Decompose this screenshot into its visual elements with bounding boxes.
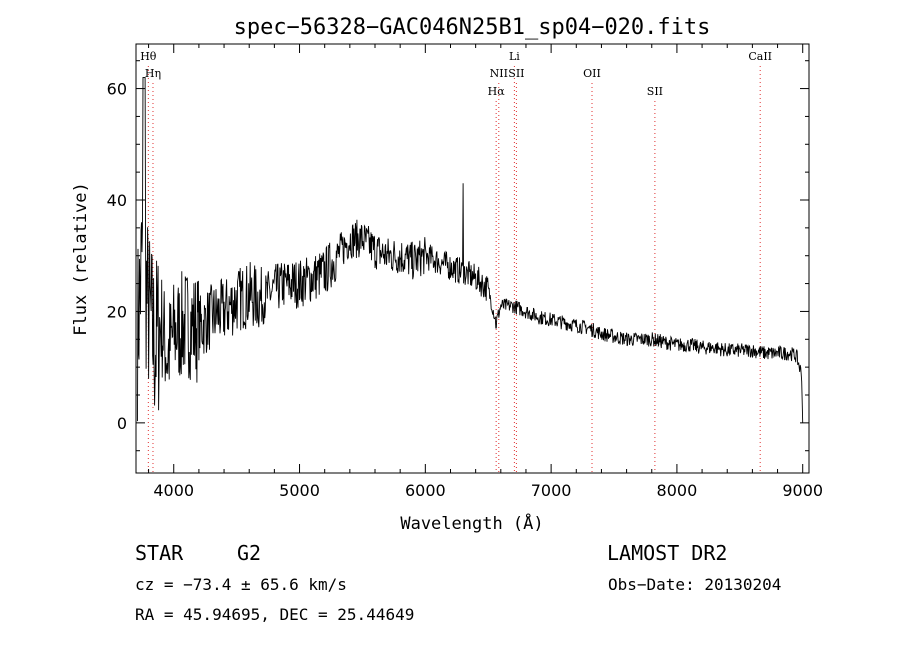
spectral-line-label: SII <box>647 85 663 98</box>
x-tick-label: 4000 <box>153 481 194 500</box>
x-tick-label: 8000 <box>657 481 698 500</box>
x-tick-label: 9000 <box>782 481 823 500</box>
redshift-cz: cz = −73.4 ± 65.6 km/s <box>135 575 347 594</box>
x-axis: 4000 5000 6000 7000 8000 9000 <box>148 44 823 500</box>
y-tick-label: 40 <box>107 191 127 210</box>
y-tick-label: 20 <box>107 302 127 321</box>
object-class: STAR <box>135 541 184 565</box>
x-axis-label: Wavelength (Å) <box>400 512 543 534</box>
spectrum-series <box>137 76 804 423</box>
y-tick-label: 0 <box>117 414 127 433</box>
x-tick-label: 6000 <box>405 481 446 500</box>
plot-frame <box>135 43 810 474</box>
y-tick-label: 60 <box>107 80 127 99</box>
observation-date: Obs−Date: 20130204 <box>608 575 781 594</box>
object-subclass: G2 <box>237 541 261 565</box>
y-axis-label: Flux (relative) <box>71 182 91 336</box>
spectral-line-label: Li <box>509 50 520 63</box>
spectral-line-label: Hη <box>145 67 161 80</box>
spectrum-line <box>137 76 804 423</box>
spectral-line-label: SII <box>508 67 524 80</box>
spectral-line-label: Hα <box>488 85 506 98</box>
y-axis: 0 20 40 60 <box>107 60 809 452</box>
spectral-line-label: NII <box>490 67 508 80</box>
x-tick-label: 7000 <box>531 481 572 500</box>
spectral-line-label: OII <box>583 67 601 80</box>
spectral-line-label: Hθ <box>140 50 157 63</box>
x-tick-label: 5000 <box>279 481 320 500</box>
spectral-line-label: CaII <box>748 50 772 63</box>
chart-title: spec−56328−GAC046N25B1_sp04−020.fits <box>234 15 711 40</box>
coordinates: RA = 45.94695, DEC = 25.44649 <box>135 605 414 624</box>
survey-name: LAMOST DR2 <box>607 541 727 565</box>
